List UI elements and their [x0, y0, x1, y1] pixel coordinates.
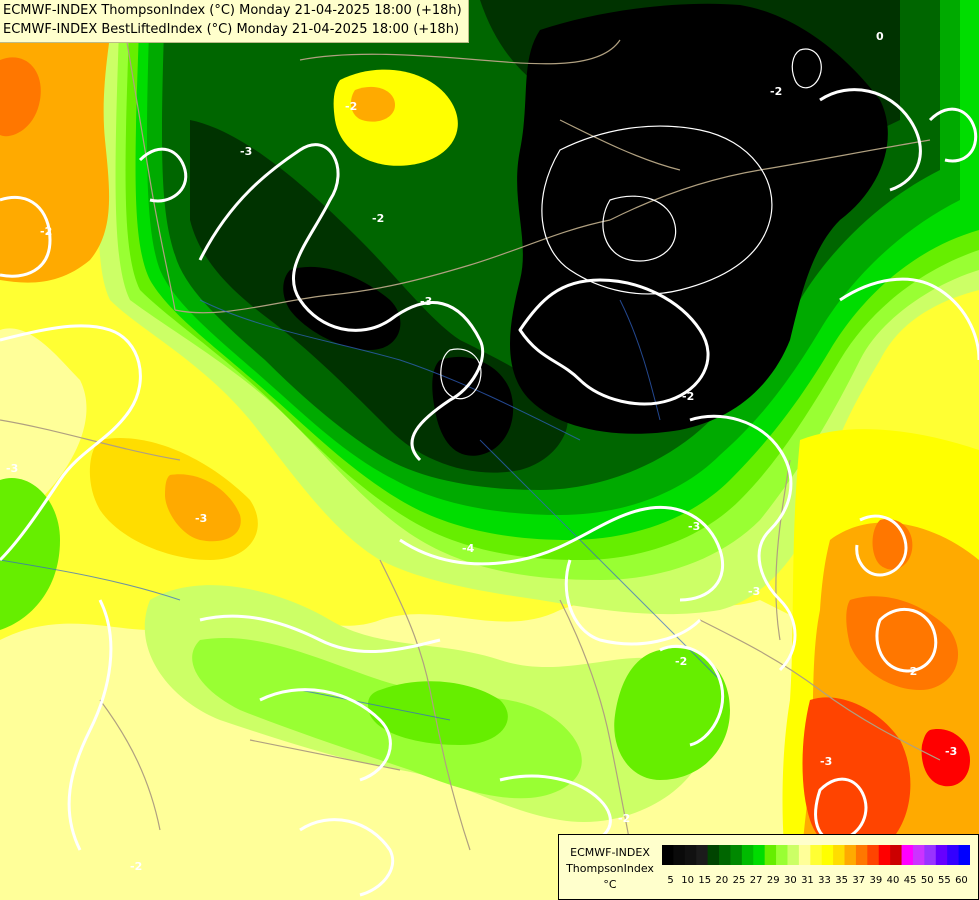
contour-label: -3: [420, 295, 432, 308]
legend-swatch: [684, 845, 697, 865]
legend-swatch: [924, 845, 937, 865]
legend-tick-label: 37: [852, 875, 866, 886]
legend-swatch: [719, 845, 731, 865]
header-title-bestlifted: ECMWF-INDEX BestLiftedIndex (°C) Monday …: [3, 22, 460, 37]
legend-tick-label: 5: [667, 875, 674, 886]
contour-label: -2: [372, 212, 384, 225]
legend-tick-label: 50: [920, 875, 934, 886]
contour-label: -3: [688, 520, 700, 533]
legend-swatch: [867, 845, 880, 865]
map-header: ECMWF-INDEX ThompsonIndex (°C) Monday 21…: [0, 0, 469, 43]
orange-blob-north: [350, 86, 395, 122]
black-blob-south: [432, 356, 514, 456]
contour-label: -4: [462, 542, 475, 555]
green-blob-south: [614, 648, 730, 780]
pale-yellow-west: [0, 328, 87, 520]
legend-tick-label: 25: [732, 875, 746, 886]
legend-color-bar: [662, 845, 970, 865]
legend-tick-label: 29: [766, 875, 780, 886]
contour-label: -2: [40, 225, 52, 238]
red-blob-se: [921, 729, 970, 787]
legend-swatch: [730, 845, 743, 865]
legend-tick-label: 45: [903, 875, 917, 886]
contour-label: -2: [345, 100, 357, 113]
legend-swatch: [890, 845, 903, 865]
legend-title-model: ECMWF-INDEX: [570, 846, 650, 859]
legend-tick-label: 60: [955, 875, 968, 886]
legend-tick-label: 15: [698, 875, 712, 886]
orange-dark-region-se: [846, 596, 959, 690]
legend-tick-label: 27: [749, 875, 763, 886]
contour-label: -3: [748, 585, 760, 598]
legend-swatch: [878, 845, 891, 865]
legend-swatch: [958, 845, 970, 865]
legend-swatch: [741, 845, 754, 865]
legend-swatch: [855, 845, 868, 865]
legend-swatch: [912, 845, 925, 865]
legend-swatch: [764, 845, 777, 865]
contour-label: -3: [6, 462, 18, 475]
contour-label: 0: [876, 30, 884, 43]
legend-swatch: [833, 845, 846, 865]
contour-label-group: -3 -2 -3 -2 -4 -3 -3 -2 -2 -3 -2 -3 -2 -…: [6, 30, 957, 873]
legend-swatch: [696, 845, 709, 865]
legend-tick-label: 33: [818, 875, 831, 886]
legend-ticks: 5 10 15 20 25 27 29 30 31 33 35 37 39 40 45 50 55 60: [662, 875, 970, 889]
contour-label: -2: [618, 812, 630, 825]
legend-swatch: [810, 845, 823, 865]
contour-label: -2: [130, 860, 142, 873]
legend-swatch: [844, 845, 857, 865]
contour-label: -2: [682, 390, 694, 403]
legend-tick-label: 55: [937, 875, 951, 886]
contour-label: -3: [945, 745, 957, 758]
legend-swatch: [798, 845, 811, 865]
legend-swatch: [707, 845, 720, 865]
legend-title-index: ThompsonIndex: [566, 862, 654, 875]
green-blob-west: [0, 478, 60, 630]
contour-label: -3: [820, 755, 832, 768]
legend-tick-label: 30: [783, 875, 797, 886]
green-blob-south-2: [368, 681, 508, 745]
legend-tick-label: 39: [869, 875, 883, 886]
rivers: [0, 299, 721, 721]
header-title-thompson: ECMWF-INDEX ThompsonIndex (°C) Monday 21…: [3, 3, 462, 18]
black-region: [510, 3, 888, 434]
legend-tick-label: 40: [886, 875, 900, 886]
orange-blob-nw: [0, 57, 41, 137]
legend-tick-label: 35: [835, 875, 849, 886]
red-region-se: [802, 697, 911, 856]
legend-tick-label: 20: [715, 875, 729, 886]
legend-swatch: [673, 845, 686, 865]
contour-lines-thin: [440, 48, 822, 400]
legend-swatch: [821, 845, 834, 865]
legend-swatch: [776, 845, 788, 865]
legend-swatch: [662, 845, 674, 865]
legend-swatch: [901, 845, 914, 865]
legend-swatch: [753, 845, 766, 865]
contour-label: -3: [240, 145, 252, 158]
contour-label: -3: [195, 512, 207, 525]
legend-swatch: [935, 845, 948, 865]
contour-label: -2: [905, 665, 917, 678]
contour-label: -2: [770, 85, 782, 98]
legend-swatch: [787, 845, 800, 865]
color-legend: ECMWF-INDEX ThompsonIndex °C 5 10 15 20 25 27…: [558, 834, 979, 900]
legend-swatch: [947, 845, 960, 865]
legend-tick-label: 10: [681, 875, 695, 886]
legend-tick-label: 31: [801, 875, 814, 886]
contour-lines: [0, 88, 979, 897]
contour-label: -2: [675, 655, 687, 668]
legend-unit: °C: [603, 878, 617, 891]
orange-blob-west: [165, 474, 241, 542]
